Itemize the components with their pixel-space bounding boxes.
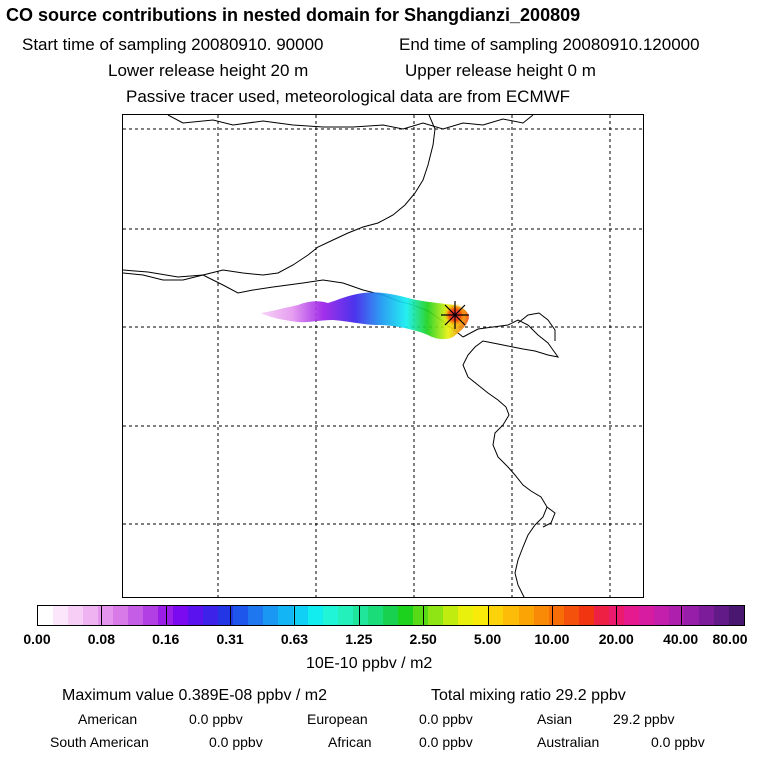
- colorbar-segment: [38, 606, 54, 625]
- colorbar-segment: [83, 606, 99, 625]
- colorbar-divider: [358, 605, 360, 626]
- colorbar-segment: [398, 606, 414, 625]
- colorbar-segment: [98, 606, 114, 625]
- colorbar-tick-label: 1.25: [345, 631, 373, 647]
- colorbar-segment: [413, 606, 429, 625]
- colorbar: [37, 605, 745, 626]
- colorbar-divider: [551, 605, 553, 626]
- colorbar-tick-label: 10.00: [534, 631, 570, 647]
- colorbar-divider: [680, 605, 682, 626]
- colorbar-segment: [428, 606, 444, 625]
- colorbar-segment: [293, 606, 309, 625]
- colorbar-tick-label: 0.63: [280, 631, 309, 647]
- colorbar-segment: [323, 606, 339, 625]
- african-value: 0.0 ppbv: [419, 734, 473, 750]
- lower-release-label: Lower release height 20 m: [108, 61, 309, 80]
- colorbar-segment: [563, 606, 579, 625]
- colorbar-tick-label: 0.00: [23, 631, 51, 647]
- colorbar-divider: [101, 605, 103, 626]
- tracer-note: Passive tracer used, meteorological data…: [126, 87, 571, 106]
- colorbar-segment: [443, 606, 459, 625]
- colorbar-tick-label: 80.00: [712, 631, 748, 647]
- colorbar-segment: [653, 606, 669, 625]
- colorbar-segment: [488, 606, 504, 625]
- colorbar-segment: [518, 606, 534, 625]
- australian-label: Australian: [537, 734, 600, 750]
- colorbar-segment: [128, 606, 144, 625]
- american-label: American: [78, 711, 138, 727]
- colorbar-segment: [338, 606, 354, 625]
- colorbar-segment: [503, 606, 519, 625]
- asian-label: Asian: [537, 711, 573, 727]
- colorbar-segment: [593, 606, 609, 625]
- map-panel: [122, 114, 644, 598]
- colorbar-segment: [638, 606, 654, 625]
- upper-release-label: Upper release height 0 m: [405, 61, 596, 80]
- colorbar-segment: [278, 606, 294, 625]
- colorbar-segment: [248, 606, 264, 625]
- co-plume: [261, 292, 469, 340]
- colorbar-segment: [113, 606, 129, 625]
- colorbar-segment: [158, 606, 174, 625]
- australian-value: 0.0 ppbv: [651, 734, 705, 750]
- colorbar-segment: [368, 606, 384, 625]
- colorbar-unit: 10E-10 ppbv / m2: [306, 655, 433, 672]
- colorbar-tick-label: 0.08: [87, 631, 115, 647]
- colorbar-segment: [533, 606, 549, 625]
- colorbar-tick-label: 2.50: [409, 631, 437, 647]
- south-american-value: 0.0 ppbv: [209, 734, 263, 750]
- maximum-value: Maximum value 0.389E-08 ppbv / m2: [62, 687, 328, 704]
- colorbar-segment: [53, 606, 69, 625]
- colorbar-segment: [473, 606, 489, 625]
- colorbar-divider: [423, 605, 425, 626]
- colorbar-segment: [233, 606, 249, 625]
- total-mixing-ratio: Total mixing ratio 29.2 ppbv: [431, 687, 626, 704]
- colorbar-segment: [68, 606, 84, 625]
- colorbar-segment: [608, 606, 624, 625]
- end-time-label: End time of sampling 20080910.120000: [399, 35, 700, 54]
- colorbar-tick-label: 20.00: [598, 631, 634, 647]
- colorbar-tick-label: 0.16: [152, 631, 180, 647]
- european-label: European: [307, 711, 368, 727]
- american-value: 0.0 ppbv: [189, 711, 243, 727]
- colorbar-segment: [683, 606, 699, 625]
- colorbar-segment: [353, 606, 369, 625]
- colorbar-segment: [698, 606, 714, 625]
- colorbar-segment: [188, 606, 204, 625]
- colorbar-segment: [713, 606, 729, 625]
- colorbar-divider: [616, 605, 618, 626]
- colorbar-divider: [230, 605, 232, 626]
- colorbar-segment: [578, 606, 594, 625]
- colorbar-segment: [143, 606, 159, 625]
- asian-value: 29.2 ppbv: [613, 711, 675, 727]
- colorbar-segment: [173, 606, 189, 625]
- colorbar-tick-label: 40.00: [663, 631, 699, 647]
- colorbar-segment: [668, 606, 684, 625]
- grid-lines: [123, 115, 643, 597]
- colorbar-segment: [548, 606, 564, 625]
- colorbar-divider: [487, 605, 489, 626]
- figure-title: CO source contributions in nested domain…: [6, 5, 581, 25]
- colorbar-divider: [165, 605, 167, 626]
- colorbar-segment: [203, 606, 219, 625]
- colorbar-tick-label: 0.31: [216, 631, 244, 647]
- european-value: 0.0 ppbv: [419, 711, 473, 727]
- colorbar-segment: [458, 606, 474, 625]
- colorbar-segment: [383, 606, 399, 625]
- colorbar-segment: [218, 606, 234, 625]
- colorbar-segment: [623, 606, 639, 625]
- african-label: African: [328, 734, 372, 750]
- release-site-marker: [441, 301, 469, 329]
- colorbar-divider: [294, 605, 296, 626]
- colorbar-segment: [308, 606, 324, 625]
- colorbar-tick-label: 5.00: [473, 631, 502, 647]
- colorbar-segment: [263, 606, 279, 625]
- coastlines: [123, 115, 560, 597]
- start-time-label: Start time of sampling 20080910. 90000: [22, 35, 324, 54]
- map-canvas: [123, 115, 643, 597]
- south-american-label: South American: [50, 734, 149, 750]
- colorbar-segment: [728, 606, 744, 625]
